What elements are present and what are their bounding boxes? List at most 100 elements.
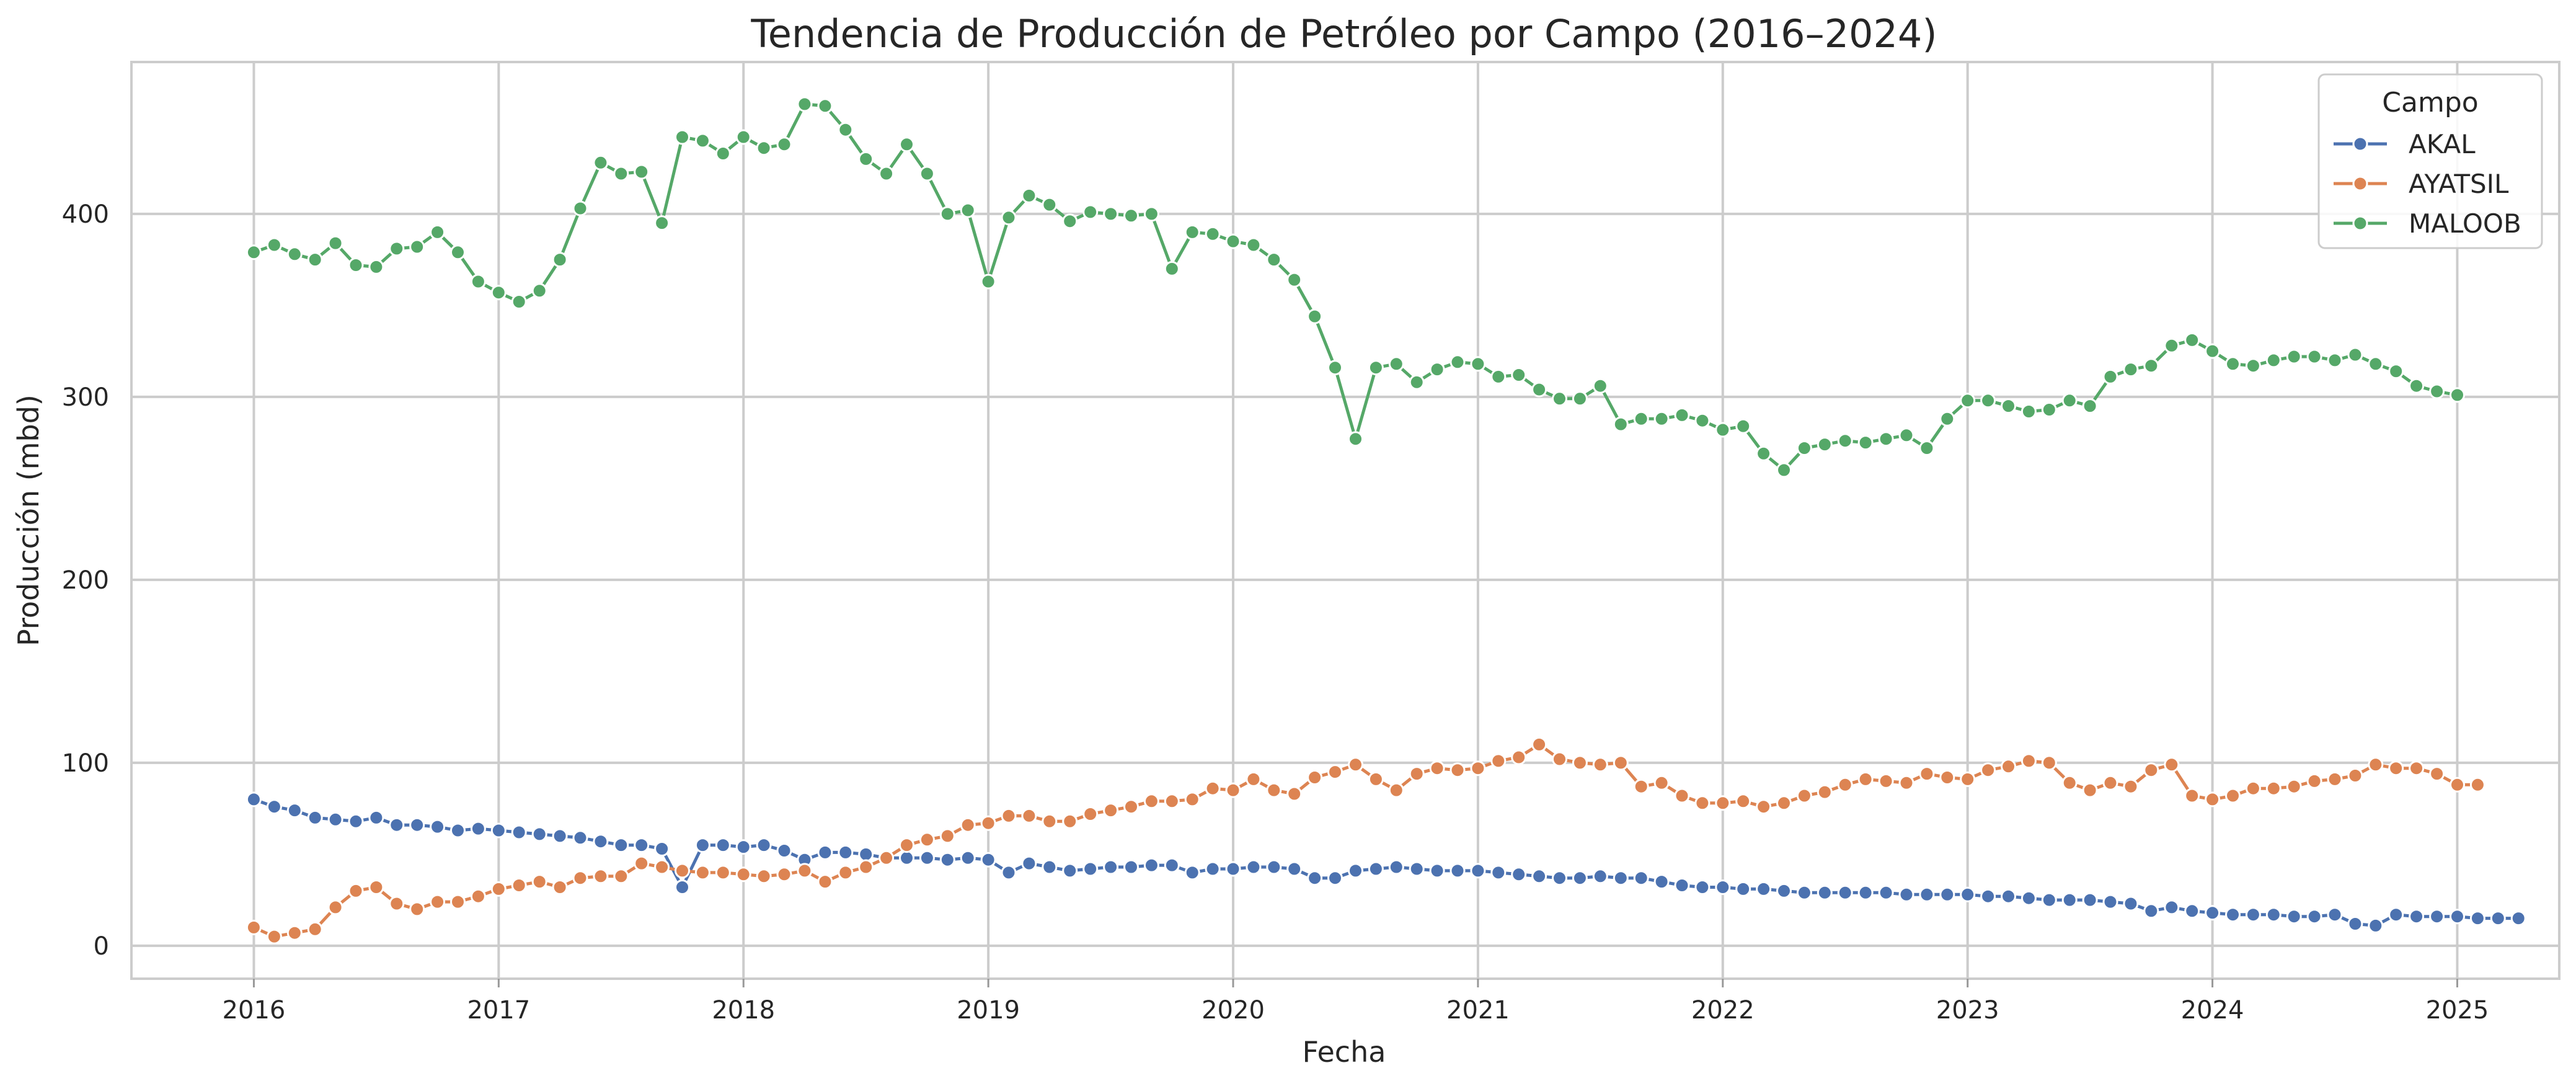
data-point [1368, 861, 1384, 877]
x-tick-label: 2020 [1202, 996, 1265, 1025]
y-axis-label: Producción (mbd) [12, 394, 45, 646]
data-point [1960, 393, 1976, 409]
data-point [1225, 782, 1241, 798]
data-point [2490, 910, 2506, 927]
x-tick-label: 2019 [957, 996, 1020, 1025]
data-point [1633, 411, 1649, 427]
data-point [776, 136, 792, 153]
data-point [327, 235, 343, 251]
data-point [2388, 907, 2404, 923]
data-point [430, 894, 446, 910]
data-point [2184, 903, 2200, 919]
data-point [2347, 347, 2363, 363]
data-point [715, 837, 731, 853]
data-point [1327, 360, 1343, 376]
data-point [1450, 863, 1466, 879]
data-point [490, 285, 507, 301]
data-point [1694, 879, 1711, 895]
data-point [899, 850, 914, 866]
data-point [2001, 888, 2016, 904]
data-point [1980, 393, 1996, 409]
legend-marker [2352, 176, 2368, 192]
data-point [1694, 795, 1711, 811]
data-point [593, 834, 609, 850]
data-point [2450, 777, 2465, 793]
data-point [2469, 777, 2485, 793]
data-point [1980, 888, 1996, 904]
data-point [1531, 736, 1547, 752]
data-point [389, 896, 405, 912]
data-point [450, 244, 466, 260]
data-point [409, 239, 425, 255]
data-point [1143, 793, 1159, 809]
data-point [654, 841, 670, 857]
data-point [1266, 859, 1282, 875]
data-point [2327, 907, 2343, 923]
data-point [1143, 857, 1159, 873]
data-point [2225, 907, 2241, 923]
data-point [2164, 757, 2180, 773]
data-point [735, 129, 751, 145]
data-point [919, 832, 935, 848]
data-point [430, 224, 446, 240]
data-point [1001, 210, 1017, 226]
data-point [858, 859, 874, 875]
data-point [1470, 863, 1486, 879]
data-point [2164, 337, 2180, 354]
data-point [2143, 762, 2159, 778]
data-point [899, 136, 914, 153]
data-point [1715, 795, 1731, 811]
data-point [1184, 224, 1200, 240]
data-point [939, 206, 955, 222]
data-point [1960, 886, 1976, 902]
data-point [2327, 352, 2343, 368]
data-point [858, 151, 874, 167]
data-point [2205, 905, 2221, 921]
data-point [838, 865, 854, 881]
data-point [2041, 892, 2057, 908]
data-point [1164, 857, 1180, 873]
data-point [2164, 899, 2180, 915]
data-point [368, 259, 384, 275]
data-point [776, 843, 792, 858]
data-point [1592, 757, 1608, 773]
data-point [2245, 358, 2261, 374]
chart-title: Tendencia de Producción de Petróleo por … [750, 11, 1937, 56]
data-point [1817, 784, 1833, 800]
data-point [307, 252, 323, 268]
data-point [2450, 387, 2465, 403]
data-point [552, 252, 568, 268]
data-point [2061, 892, 2078, 908]
data-point [348, 813, 364, 829]
data-point [654, 859, 670, 875]
data-point [1327, 764, 1343, 780]
data-point [1470, 760, 1486, 777]
data-point [1817, 884, 1833, 901]
series-line-akal [253, 798, 2519, 927]
data-point [694, 837, 710, 853]
data-point [756, 837, 772, 853]
data-point [368, 809, 384, 826]
data-point [2409, 760, 2425, 777]
legend-box [2317, 73, 2543, 249]
data-point [266, 237, 282, 253]
data-point [531, 826, 547, 842]
data-point [1184, 865, 1200, 881]
data-point [389, 241, 405, 257]
data-point [1348, 863, 1363, 879]
data-point [2347, 768, 2363, 783]
legend-item-akal: AKAL [2334, 129, 2476, 159]
data-point [2306, 349, 2322, 365]
data-point [797, 863, 813, 879]
data-point [1450, 762, 1466, 778]
data-point [675, 863, 690, 879]
data-point [1878, 431, 1894, 447]
data-point [1286, 272, 1303, 288]
data-point [1042, 813, 1058, 829]
data-point [348, 257, 364, 273]
data-point [1857, 771, 1874, 787]
data-point [817, 844, 833, 860]
grid-lines [131, 62, 2559, 979]
data-point [756, 868, 772, 884]
